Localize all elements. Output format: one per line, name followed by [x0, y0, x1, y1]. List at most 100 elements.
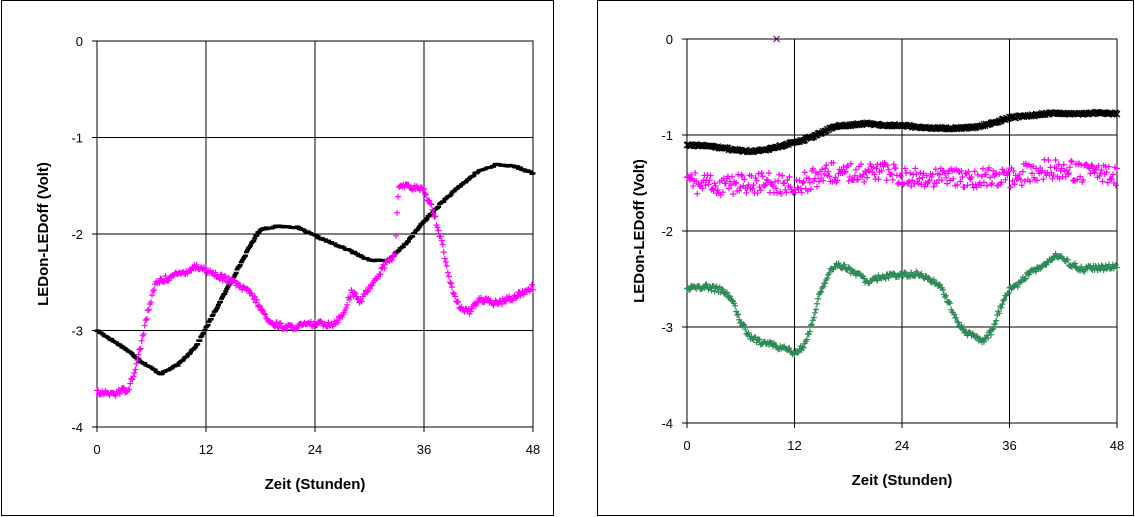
chart-right-point: [1029, 170, 1036, 177]
chart-right-point: [1095, 162, 1102, 169]
chart-left-point: [141, 322, 148, 329]
chart-right-point: [1009, 177, 1016, 184]
chart-right-point: [722, 290, 729, 297]
chart-right-point: [917, 169, 924, 176]
chart-right-point: [971, 168, 978, 175]
chart-right-point: [890, 161, 897, 168]
chart-right-point: [1108, 175, 1115, 182]
chart-right-point: [1021, 178, 1028, 185]
chart-left-point: [441, 255, 448, 262]
chart-right-point: [1114, 264, 1120, 271]
chart-left-point: [496, 297, 503, 304]
chart-left-point: [472, 302, 479, 309]
chart-right-point: [979, 165, 986, 172]
chart-left-point: [277, 320, 284, 327]
chart-right-point: [923, 172, 930, 179]
chart-right-point: [754, 190, 761, 197]
chart-left-point: [421, 185, 427, 192]
chart-right-point: [1065, 170, 1072, 177]
chart-right-point: [890, 270, 897, 277]
chart-right-point: [871, 171, 878, 178]
chart-left-ytick-label: -4: [71, 420, 83, 435]
chart-left-point: [116, 390, 123, 397]
chart-right-point: [993, 170, 1000, 177]
chart-right-point: [826, 173, 833, 180]
chart-right-point: [761, 182, 768, 189]
chart-right-point: [959, 174, 966, 181]
chart-right-point: [1005, 290, 1012, 297]
chart-right-point: [817, 289, 824, 296]
chart-left-point: [467, 308, 474, 315]
chart-right-point: [944, 180, 951, 187]
chart-right-point: [806, 328, 813, 335]
chart-right-point: [745, 330, 752, 337]
chart-right-point: [993, 317, 1000, 324]
chart-right-point: [685, 173, 692, 180]
chart-right-x-axis-title: Zeit (Stunden): [852, 472, 953, 489]
chart-right-point: [1098, 167, 1105, 174]
chart-right-point: [816, 178, 823, 185]
chart-left-point: [447, 280, 454, 287]
chart-right-point: [756, 336, 763, 343]
chart-right-point: [784, 177, 791, 184]
chart-right-xtick-label: 48: [1110, 438, 1124, 453]
chart-right-point: [986, 164, 993, 171]
chart-right-point: [951, 311, 958, 318]
chart-left-point: [262, 311, 269, 318]
chart-left-point: [501, 297, 508, 304]
chart-left-point: [481, 299, 488, 306]
chart-right-point: [938, 177, 945, 184]
chart-right-point: [811, 309, 818, 316]
chart-right-point: [939, 286, 946, 293]
chart-right-point: [998, 179, 1005, 186]
chart-right-point: [773, 185, 780, 192]
chart-left-point: [256, 303, 263, 310]
chart-left-point: [135, 351, 142, 358]
chart-left-point: [334, 319, 341, 326]
chart-right-series-1: [683, 108, 1121, 156]
chart-right-point: [973, 333, 980, 340]
chart-right-point: [820, 283, 827, 290]
chart-right-point: [800, 344, 807, 351]
chart-right-point: [1045, 157, 1052, 164]
chart-right-point: [1067, 157, 1074, 164]
chart-right-point: [722, 180, 729, 187]
chart-right-point: [750, 181, 757, 188]
chart-right-point: [806, 179, 813, 186]
chart-left-series-1: [94, 162, 536, 376]
chart-right-point: [878, 167, 885, 174]
chart-left-point: [344, 301, 351, 308]
chart-left-point: [244, 285, 251, 292]
chart-right-point: [883, 177, 890, 184]
chart-right-point: [1077, 173, 1084, 180]
chart-right-point: [996, 171, 1003, 178]
chart-left-point: [134, 356, 141, 363]
chart-right-point: [926, 177, 933, 184]
chart-right-point: [729, 173, 736, 180]
chart-right-point: [982, 171, 989, 178]
chart-left-point: [151, 287, 158, 294]
chart-right-point: [745, 182, 752, 189]
chart-right-point: [799, 344, 806, 351]
chart-right-point: [882, 275, 889, 282]
chart-right-point: [920, 170, 927, 177]
chart-right-point: [1052, 250, 1059, 257]
chart-right-point: [908, 269, 915, 276]
chart-right-point: [900, 181, 907, 188]
chart-right-point: [961, 184, 968, 191]
chart-right-point: [1091, 169, 1098, 176]
chart-right-point: [813, 306, 819, 313]
chart-left-point: [405, 181, 412, 188]
chart-left-point: [251, 293, 258, 300]
chart-right-point: [1064, 256, 1071, 263]
chart-right-point: [1017, 176, 1024, 183]
chart-right-point: [804, 187, 811, 194]
chart-right-point: [814, 183, 821, 190]
chart-left-point: [478, 294, 485, 301]
chart-right-point: [860, 171, 867, 178]
chart-right-point: [954, 318, 961, 325]
chart-left-point: [260, 307, 267, 314]
chart-right-point: [797, 185, 804, 192]
chart-right-point: [842, 168, 849, 175]
chart-right-point: [1063, 167, 1070, 174]
